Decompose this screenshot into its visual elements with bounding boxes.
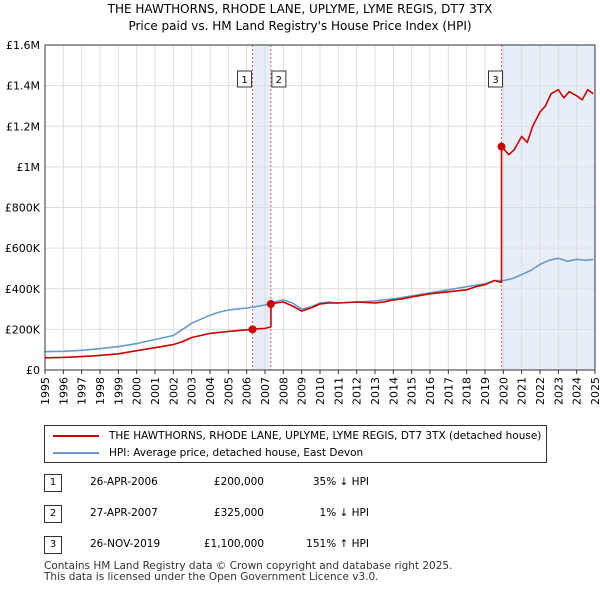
x-tick-label: 2019 bbox=[479, 377, 492, 405]
chart-title-line1: THE HAWTHORNS, RHODE LANE, UPLYME, LYME … bbox=[107, 2, 493, 16]
x-tick-label: 2021 bbox=[516, 377, 529, 405]
x-tick-label: 2002 bbox=[167, 377, 180, 405]
sale-row: 3 26-NOV-2019 £1,100,000 151% ↑ HPI bbox=[44, 536, 444, 556]
sale-hpi-change: 35% ↓ HPI bbox=[312, 476, 369, 488]
x-tick-label: 2023 bbox=[552, 377, 565, 405]
y-tick-label: £200K bbox=[5, 323, 41, 336]
x-tick-label: 1999 bbox=[112, 377, 125, 405]
legend-label-hpi: HPI: Average price, detached house, East… bbox=[109, 447, 364, 459]
sale-date: 26-NOV-2019 bbox=[90, 538, 161, 550]
sale-point-2 bbox=[266, 299, 275, 308]
sale-price: £1,100,000 bbox=[203, 538, 264, 550]
sale-price: £325,000 bbox=[213, 507, 264, 519]
x-tick-label: 2025 bbox=[589, 377, 600, 405]
x-tick-label: 1995 bbox=[39, 377, 52, 405]
sale-hpi-change: 1% ↓ HPI bbox=[319, 507, 369, 519]
sale-label-box-2 bbox=[271, 70, 287, 88]
x-tick-label: 2013 bbox=[369, 377, 382, 405]
legend-label-property: THE HAWTHORNS, RHODE LANE, UPLYME, LYME … bbox=[109, 430, 542, 442]
x-tick-label: 2024 bbox=[571, 377, 584, 405]
x-tick-label: 1998 bbox=[94, 377, 107, 405]
x-tick-label: 2004 bbox=[204, 377, 217, 405]
hpi-line bbox=[44, 257, 594, 353]
x-tick-label: 2018 bbox=[461, 377, 474, 405]
x-tick-label: 2007 bbox=[259, 377, 272, 405]
price-chart: 1 2 3 £0 £200K £400K £600K £800K £1M £1.2M £1.4M £… bbox=[5, 39, 600, 405]
sale-row: 2 27-APR-2007 £325,000 1% ↓ HPI bbox=[44, 505, 444, 525]
x-tick-label: 2008 bbox=[277, 377, 290, 405]
footer-copyright: Contains HM Land Registry data © Crown c… bbox=[44, 560, 453, 572]
footer: Contains HM Land Registry data © Crown c… bbox=[44, 561, 452, 583]
sale-date: 27-APR-2007 bbox=[90, 507, 158, 519]
x-tick-label: 1996 bbox=[57, 377, 70, 405]
y-tick-label: £1M bbox=[17, 161, 41, 174]
x-tick-label: 2005 bbox=[222, 377, 235, 405]
legend-swatch-hpi bbox=[53, 452, 99, 454]
sale-row: 1 26-APR-2006 £200,000 35% ↓ HPI bbox=[44, 474, 444, 494]
x-tick-label: 2000 bbox=[131, 377, 144, 405]
y-tick-label: £800K bbox=[5, 202, 41, 215]
x-tick-label: 2022 bbox=[534, 377, 547, 405]
legend-swatch-property bbox=[53, 435, 99, 437]
chart-title: THE HAWTHORNS, RHODE LANE, UPLYME, LYME … bbox=[0, 1, 600, 35]
y-tick-label: £400K bbox=[5, 283, 41, 296]
sale-label-2: 2 bbox=[276, 75, 282, 86]
x-tick-label: 2012 bbox=[351, 377, 364, 405]
x-tick-label: 2009 bbox=[296, 377, 309, 405]
x-tick-label: 2003 bbox=[186, 377, 199, 405]
x-tick-label: 2016 bbox=[424, 377, 437, 405]
sale-point-1 bbox=[248, 325, 257, 334]
y-tick-label: £1.4M bbox=[6, 80, 40, 93]
sale-marker-2: 2 bbox=[44, 505, 62, 523]
x-tick-label: 2020 bbox=[497, 377, 510, 405]
y-tick-label: £1.2M bbox=[6, 120, 40, 133]
sale-hpi-change: 151% ↑ HPI bbox=[306, 538, 369, 550]
x-tick-label: 2017 bbox=[442, 377, 455, 405]
sale-label-3: 3 bbox=[492, 75, 498, 86]
legend-item-property: THE HAWTHORNS, RHODE LANE, UPLYME, LYME … bbox=[53, 428, 541, 444]
x-tick-label: 2014 bbox=[387, 377, 400, 405]
sale-marker-3: 3 bbox=[44, 536, 62, 554]
x-tick-label: 2011 bbox=[332, 377, 345, 405]
sale-date: 26-APR-2006 bbox=[90, 476, 158, 488]
sale-label-box-3 bbox=[488, 70, 503, 88]
x-tick-label: 2010 bbox=[314, 377, 327, 405]
property-price-line bbox=[44, 88, 594, 359]
plot-frame bbox=[44, 44, 596, 371]
sale-marker-1: 1 bbox=[44, 474, 62, 492]
chart-subtitle: Price paid vs. HM Land Registry's House … bbox=[128, 19, 472, 33]
sale-label-box-1 bbox=[237, 70, 253, 88]
x-tick-label: 2001 bbox=[149, 377, 162, 405]
footer-license: This data is licensed under the Open Gov… bbox=[44, 571, 379, 583]
x-tick-label: 2015 bbox=[406, 377, 419, 405]
y-tick-label: £1.6M bbox=[6, 39, 40, 52]
y-tick-label: £0 bbox=[26, 364, 40, 377]
sale-point-3 bbox=[497, 142, 506, 151]
x-tick-label: 2006 bbox=[241, 377, 254, 405]
legend-item-hpi: HPI: Average price, detached house, East… bbox=[53, 445, 363, 461]
sale-price: £200,000 bbox=[213, 476, 264, 488]
sale-label-1: 1 bbox=[241, 75, 247, 86]
x-tick-label: 1997 bbox=[76, 377, 89, 405]
legend: THE HAWTHORNS, RHODE LANE, UPLYME, LYME … bbox=[44, 425, 547, 463]
y-tick-label: £600K bbox=[5, 242, 41, 255]
